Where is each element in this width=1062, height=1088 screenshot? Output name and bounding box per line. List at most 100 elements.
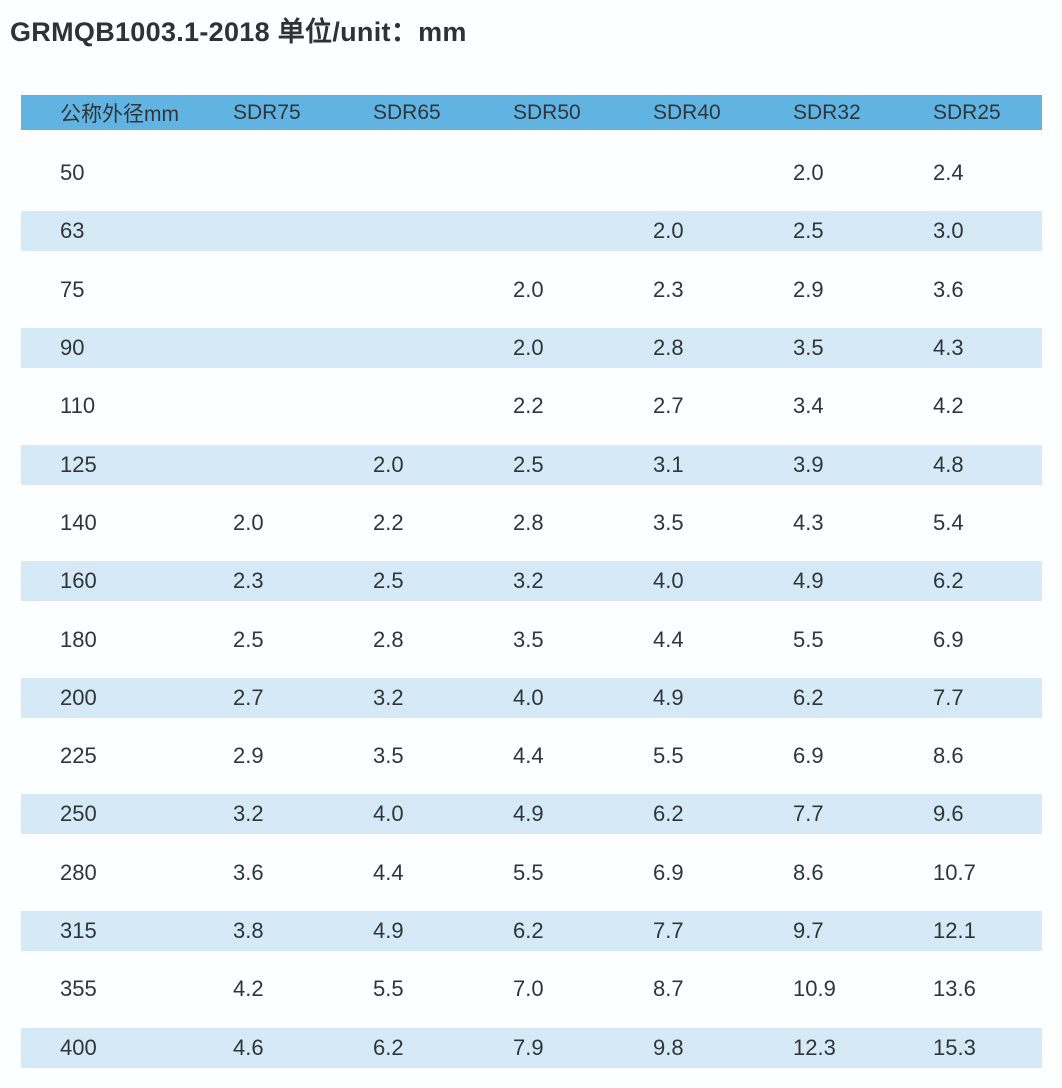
cell-wall-thickness: 5.4: [933, 509, 964, 535]
column-header-sdr25: SDR25: [933, 100, 1001, 124]
cell-wall-thickness: 2.5: [233, 626, 264, 652]
cell-wall-thickness: 13.6: [933, 976, 976, 1002]
cell-wall-thickness: 4.4: [513, 743, 544, 769]
table-body: 50 2.0 2.4 63 2.0 2.5 3.0 75 2.0 2.3 2.9 3.6 90 2.0 2.…: [21, 144, 1042, 1077]
cell-nominal-od: 180: [60, 626, 97, 652]
cell-nominal-od: 280: [60, 859, 97, 885]
cell-wall-thickness: 9.6: [933, 801, 964, 827]
cell-wall-thickness: 4.3: [933, 335, 964, 361]
cell-wall-thickness: 5.5: [793, 626, 824, 652]
column-header-sdr32: SDR32: [793, 100, 861, 124]
cell-wall-thickness: 2.0: [793, 160, 824, 186]
table-row: 180 2.5 2.8 3.5 4.4 5.5 6.9: [21, 610, 1042, 668]
cell-nominal-od: 140: [60, 509, 97, 535]
column-header-sdr50: SDR50: [513, 100, 581, 124]
cell-wall-thickness: 6.2: [653, 801, 684, 827]
cell-wall-thickness: 4.9: [653, 684, 684, 710]
cell-wall-thickness: 3.1: [653, 451, 684, 477]
cell-wall-thickness: 15.3: [933, 1034, 976, 1060]
cell-wall-thickness: 2.0: [373, 451, 404, 477]
cell-nominal-od: 90: [60, 335, 85, 361]
cell-wall-thickness: 6.2: [933, 568, 964, 594]
column-header-sdr75: SDR75: [233, 100, 301, 124]
table-row: 355 4.2 5.5 7.0 8.7 10.9 13.6: [21, 960, 1042, 1018]
page: GRMQB1003.1-2018 单位/unit：mm 公称外径mm SDR75…: [0, 10, 1062, 1077]
cell-wall-thickness: 4.0: [373, 801, 404, 827]
cell-wall-thickness: 2.2: [513, 393, 544, 419]
cell-wall-thickness: 4.0: [653, 568, 684, 594]
cell-wall-thickness: 4.8: [933, 451, 964, 477]
cell-wall-thickness: 2.3: [233, 568, 264, 594]
cell-wall-thickness: 7.7: [933, 684, 964, 710]
cell-wall-thickness: 12.1: [933, 918, 976, 943]
cell-wall-thickness: 10.7: [933, 859, 976, 885]
table-row: 400 4.6 6.2 7.9 9.8 12.3 15.3: [21, 1018, 1042, 1077]
cell-wall-thickness: 6.2: [793, 684, 824, 710]
cell-wall-thickness: 9.8: [653, 1034, 684, 1060]
cell-wall-thickness: 4.2: [233, 976, 264, 1002]
cell-wall-thickness: 5.5: [513, 859, 544, 885]
cell-wall-thickness: 3.0: [933, 218, 964, 244]
cell-wall-thickness: 2.7: [653, 393, 684, 419]
cell-wall-thickness: 2.5: [513, 451, 544, 477]
cell-wall-thickness: 3.8: [233, 918, 264, 943]
cell-wall-thickness: 2.9: [793, 276, 824, 302]
cell-wall-thickness: 3.2: [233, 801, 264, 827]
cell-wall-thickness: 4.9: [373, 918, 404, 943]
table-row: 280 3.6 4.4 5.5 6.9 8.6 10.7: [21, 844, 1042, 902]
cell-wall-thickness: 6.2: [373, 1034, 404, 1060]
table-row: 75 2.0 2.3 2.9 3.6: [21, 261, 1042, 319]
cell-wall-thickness: 2.5: [373, 568, 404, 594]
cell-wall-thickness: 7.7: [793, 801, 824, 827]
cell-wall-thickness: 9.7: [793, 918, 824, 943]
cell-nominal-od: 50: [60, 160, 85, 186]
table-header-row: 公称外径mm SDR75 SDR65 SDR50 SDR40 SDR32 SDR…: [21, 95, 1042, 130]
cell-nominal-od: 250: [60, 801, 97, 827]
cell-wall-thickness: 6.2: [513, 918, 544, 943]
cell-wall-thickness: 3.4: [793, 393, 824, 419]
cell-wall-thickness: 4.2: [933, 393, 964, 419]
cell-wall-thickness: 2.4: [933, 160, 964, 186]
cell-wall-thickness: 8.7: [653, 976, 684, 1002]
cell-wall-thickness: 5.5: [373, 976, 404, 1002]
column-header-sdr40: SDR40: [653, 100, 721, 124]
cell-nominal-od: 75: [60, 276, 85, 302]
cell-nominal-od: 355: [60, 976, 97, 1002]
cell-wall-thickness: 2.0: [233, 509, 264, 535]
column-header-nominal-od: 公称外径mm: [60, 102, 179, 126]
table-row: 50 2.0 2.4: [21, 144, 1042, 202]
cell-wall-thickness: 2.9: [233, 743, 264, 769]
cell-nominal-od: 160: [60, 568, 97, 594]
cell-wall-thickness: 3.6: [933, 276, 964, 302]
cell-wall-thickness: 3.5: [793, 335, 824, 361]
cell-wall-thickness: 2.3: [653, 276, 684, 302]
table-row: 125 2.0 2.5 3.1 3.9 4.8: [21, 435, 1042, 494]
table-row: 315 3.8 4.9 6.2 7.7 9.7 12.1: [21, 901, 1042, 961]
cell-wall-thickness: 7.0: [513, 976, 544, 1002]
cell-wall-thickness: 6.9: [653, 859, 684, 885]
cell-wall-thickness: 2.5: [793, 218, 824, 244]
cell-wall-thickness: 4.9: [513, 801, 544, 827]
cell-wall-thickness: 4.4: [653, 626, 684, 652]
cell-wall-thickness: 2.8: [513, 509, 544, 535]
cell-wall-thickness: 3.9: [793, 451, 824, 477]
cell-wall-thickness: 3.5: [653, 509, 684, 535]
cell-wall-thickness: 12.3: [793, 1034, 836, 1060]
column-header-sdr65: SDR65: [373, 100, 441, 124]
table-row: 250 3.2 4.0 4.9 6.2 7.7 9.6: [21, 785, 1042, 844]
cell-wall-thickness: 4.6: [233, 1034, 264, 1060]
cell-nominal-od: 315: [60, 918, 97, 943]
table-row: 63 2.0 2.5 3.0: [21, 202, 1042, 261]
cell-nominal-od: 400: [60, 1034, 97, 1060]
table-row: 110 2.2 2.7 3.4 4.2: [21, 377, 1042, 435]
cell-wall-thickness: 4.4: [373, 859, 404, 885]
cell-wall-thickness: 7.9: [513, 1034, 544, 1060]
table-row: 160 2.3 2.5 3.2 4.0 4.9 6.2: [21, 552, 1042, 611]
cell-wall-thickness: 6.9: [793, 743, 824, 769]
cell-wall-thickness: 4.0: [513, 684, 544, 710]
cell-wall-thickness: 8.6: [933, 743, 964, 769]
cell-wall-thickness: 2.8: [653, 335, 684, 361]
table-row: 200 2.7 3.2 4.0 4.9 6.2 7.7: [21, 668, 1042, 727]
cell-nominal-od: 225: [60, 743, 97, 769]
cell-nominal-od: 125: [60, 451, 97, 477]
